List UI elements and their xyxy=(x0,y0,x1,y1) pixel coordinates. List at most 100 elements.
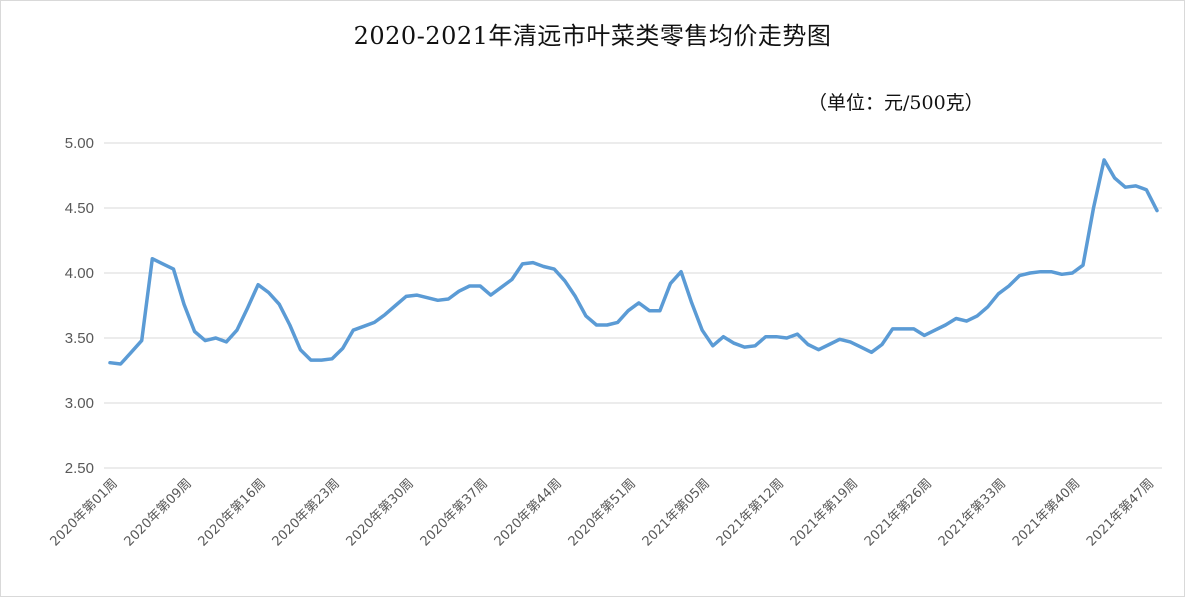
data-point xyxy=(891,327,894,331)
x-axis: 2020年第01周 2020年第09周 2020年第16周 2020年第23周 2020… xyxy=(48,476,1158,549)
data-point xyxy=(997,292,1000,295)
data-point xyxy=(182,303,186,306)
data-point xyxy=(383,313,387,316)
data-point xyxy=(362,325,366,328)
data-point xyxy=(1134,184,1138,188)
data-point xyxy=(309,358,313,362)
data-point xyxy=(701,329,704,332)
x-tick-label: 2021年第26周 xyxy=(862,476,935,549)
data-point xyxy=(256,283,260,286)
data-point xyxy=(542,265,545,268)
x-tick-label: 2020年第16周 xyxy=(196,476,269,549)
data-point xyxy=(267,291,270,294)
data-point xyxy=(119,362,122,366)
data-point xyxy=(965,319,968,323)
data-point xyxy=(764,335,767,338)
x-tick-label: 2020年第51周 xyxy=(566,476,639,549)
x-tick-label: 2020年第44周 xyxy=(492,476,565,549)
data-point xyxy=(796,332,799,336)
data-point xyxy=(1039,270,1042,273)
data-point xyxy=(838,338,841,341)
data-point xyxy=(785,336,789,340)
unit-label: （单位：元/500克） xyxy=(808,92,984,114)
data-point xyxy=(288,323,291,327)
data-point xyxy=(912,327,915,331)
y-axis: 2.50 3.00 3.50 4.00 4.50 5.00 xyxy=(65,135,94,477)
data-point xyxy=(415,293,418,297)
data-point xyxy=(679,270,683,273)
data-point xyxy=(108,361,112,364)
data-point xyxy=(468,284,471,288)
data-point xyxy=(1018,274,1021,277)
data-point xyxy=(954,317,958,320)
data-point xyxy=(278,303,281,306)
data-point xyxy=(225,340,228,344)
data-point xyxy=(732,342,736,345)
x-tick-label: 2021年第05周 xyxy=(640,476,713,549)
data-point xyxy=(616,321,619,324)
data-point xyxy=(1028,271,1032,275)
y-tick-label: 2.50 xyxy=(65,460,94,477)
data-point xyxy=(1145,188,1148,191)
data-point xyxy=(478,284,482,288)
data-point xyxy=(933,329,937,332)
data-point xyxy=(722,335,725,338)
x-tick-label: 2021年第40周 xyxy=(1010,476,1083,549)
y-tick-label: 4.50 xyxy=(65,200,94,217)
data-point xyxy=(235,329,239,332)
data-point xyxy=(690,301,693,305)
data-point xyxy=(753,344,757,347)
data-point xyxy=(669,282,672,285)
data-point xyxy=(394,304,397,307)
data-point xyxy=(330,357,334,360)
data-point xyxy=(447,297,450,301)
data-point xyxy=(510,278,514,281)
y-tick-label: 4.00 xyxy=(65,265,94,282)
data-point xyxy=(320,358,323,362)
data-point xyxy=(1092,206,1095,210)
data-point xyxy=(457,290,461,293)
data-point xyxy=(775,335,778,338)
data-point xyxy=(1071,271,1074,275)
data-point xyxy=(595,323,598,327)
data-point xyxy=(140,339,143,342)
x-tick-label: 2020年第09周 xyxy=(122,476,195,549)
data-point xyxy=(426,296,429,299)
y-tick-label: 3.50 xyxy=(65,330,94,347)
data-point xyxy=(341,347,344,350)
data-point xyxy=(743,345,746,349)
x-tick-label: 2021年第33周 xyxy=(936,476,1009,549)
x-tick-label: 2020年第01周 xyxy=(48,476,121,549)
chart-title: 2020-2021年清远市叶菜类零售均价走势图 xyxy=(353,22,832,50)
data-point xyxy=(658,309,662,312)
data-point xyxy=(637,301,640,305)
data-point xyxy=(129,351,133,354)
data-point xyxy=(1007,284,1011,288)
data-point xyxy=(193,330,196,333)
data-point xyxy=(214,336,217,340)
data-point xyxy=(627,309,630,312)
data-point xyxy=(901,327,905,331)
data-point xyxy=(849,340,852,344)
data-point xyxy=(976,314,979,318)
data-point xyxy=(1060,273,1064,276)
data-point xyxy=(151,257,154,260)
data-point xyxy=(172,267,175,271)
data-point xyxy=(1113,176,1116,180)
x-tick-label: 2021年第19周 xyxy=(788,476,861,549)
data-point xyxy=(404,295,408,298)
data-point xyxy=(161,262,165,266)
x-tick-label: 2020年第30周 xyxy=(344,476,417,549)
data-point xyxy=(299,348,302,351)
data-point xyxy=(373,321,376,324)
data-point xyxy=(584,314,588,318)
data-point xyxy=(870,351,873,354)
y-tick-label: 3.00 xyxy=(65,395,94,412)
data-point xyxy=(552,267,556,271)
data-point xyxy=(436,299,440,302)
data-point xyxy=(203,339,207,342)
data-point xyxy=(827,343,831,346)
x-tick-label: 2021年第47周 xyxy=(1084,476,1157,549)
data-point xyxy=(817,348,820,351)
